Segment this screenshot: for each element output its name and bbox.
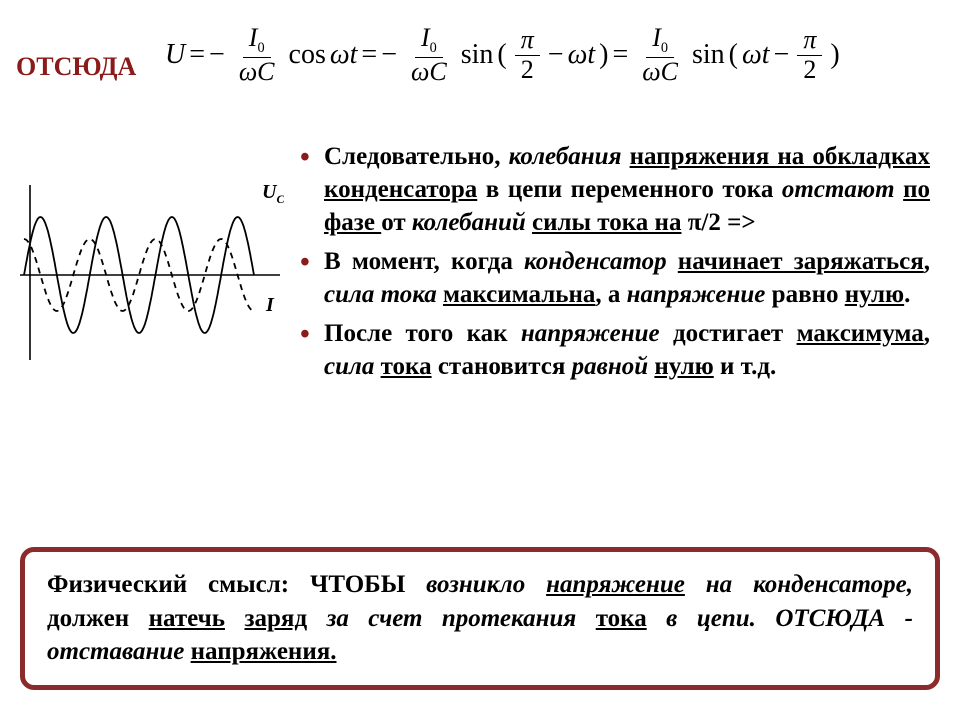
main-formula: U = − I0 ωC cos ωt = − I0 ωC sin( π 2 − … xyxy=(165,24,840,87)
svg-text:I: I xyxy=(265,294,275,316)
callout-box: Физический смысл: ЧТОБЫ возникло напряже… xyxy=(20,547,940,690)
bullet-item: Следовательно, колебания напряжения на о… xyxy=(300,140,930,239)
svg-text:UC: UC xyxy=(262,181,284,206)
bullet-item: После того как напряжение достигает макс… xyxy=(300,317,930,383)
waveform-graph: UC I xyxy=(14,170,284,390)
section-title: ОТСЮДА xyxy=(16,52,136,82)
bullet-item: В момент, когда конденсатор начинает зар… xyxy=(300,245,930,311)
bullet-list: Следовательно, колебания напряжения на о… xyxy=(300,140,930,389)
